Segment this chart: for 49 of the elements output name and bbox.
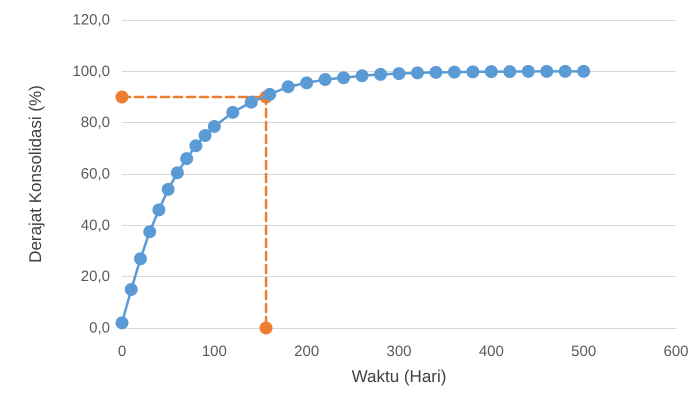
x-axis-title: Waktu (Hari) — [352, 367, 446, 386]
point — [152, 203, 166, 216]
point — [189, 139, 202, 152]
point — [466, 65, 480, 78]
point — [170, 166, 184, 180]
point — [260, 322, 273, 334]
x-tick-label: 100 — [202, 343, 227, 360]
point — [116, 316, 128, 330]
point — [484, 65, 498, 78]
point — [244, 96, 258, 109]
point — [356, 69, 369, 82]
point — [263, 88, 276, 101]
x-tick-label: 500 — [571, 343, 596, 360]
y-tick-label: 80,0 — [80, 114, 110, 132]
point — [198, 129, 212, 142]
point — [300, 76, 314, 90]
x-tick-label: 200 — [294, 343, 320, 360]
point — [522, 64, 535, 78]
point — [162, 182, 175, 196]
point — [337, 71, 350, 84]
y-tick-label: 40,0 — [80, 216, 110, 234]
point — [134, 252, 147, 266]
point — [116, 90, 128, 104]
point — [143, 225, 156, 238]
y-tick-label: 100,0 — [72, 62, 110, 80]
point — [124, 283, 138, 296]
point — [540, 64, 554, 78]
point — [318, 73, 332, 86]
point — [503, 65, 516, 78]
point — [410, 66, 424, 80]
x-tick-label: 400 — [478, 343, 504, 360]
point — [180, 152, 194, 166]
point — [429, 66, 442, 79]
point — [226, 106, 240, 119]
point — [577, 64, 590, 78]
y-tick-label: 20,0 — [80, 268, 110, 286]
x-tick-label: 600 — [663, 343, 689, 360]
y-tick-label: 0,0 — [89, 320, 110, 336]
x-tick-label: 300 — [386, 343, 412, 360]
y-tick-label: 120,0 — [72, 12, 110, 28]
point — [374, 68, 388, 81]
point — [448, 66, 461, 79]
x-tick-label: 0 — [118, 343, 126, 360]
y-axis-title: Derajat Konsolidasi (%) — [26, 85, 45, 263]
point — [392, 67, 406, 80]
point — [208, 120, 221, 134]
point — [282, 80, 295, 94]
point — [558, 64, 572, 78]
y-tick-label: 60,0 — [80, 166, 110, 182]
